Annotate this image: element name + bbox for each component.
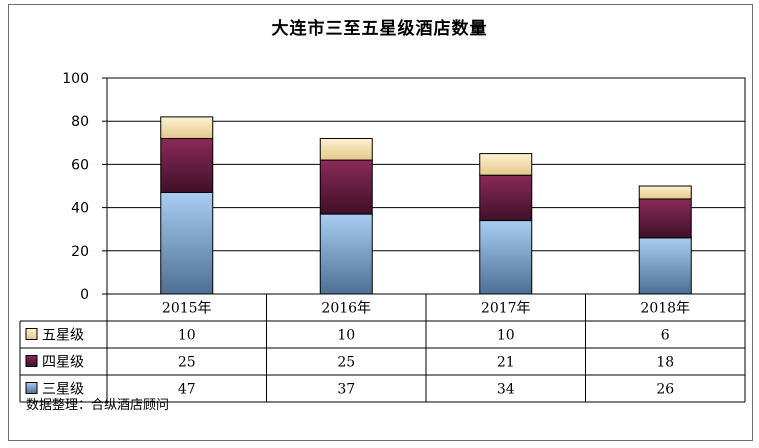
table-value: 10	[497, 328, 515, 344]
table-value: 25	[178, 355, 196, 371]
y-tick-label: 40	[71, 201, 89, 217]
y-tick-label: 60	[71, 157, 89, 173]
bar-segment	[319, 159, 373, 215]
x-category-label: 2018年	[640, 301, 690, 317]
chart-frame	[8, 4, 753, 441]
table-value: 26	[656, 382, 674, 398]
y-tick-label: 100	[62, 71, 89, 87]
table-value: 37	[337, 382, 355, 398]
bar-segment	[319, 213, 373, 295]
bar-segment	[319, 137, 373, 161]
bar-segment	[638, 185, 692, 200]
source-note: 数据整理：合纵酒店顾问	[26, 398, 170, 413]
chart-title: 大连市三至五星级酒店数量	[271, 19, 488, 39]
bar-segment	[479, 174, 533, 222]
table-value: 10	[178, 328, 196, 344]
table-value: 6	[661, 328, 670, 344]
y-tick-label: 0	[80, 287, 89, 303]
y-tick-label: 80	[71, 114, 89, 130]
bar-segment	[479, 220, 533, 295]
table-value: 18	[656, 355, 674, 371]
x-category-label: 2015年	[162, 301, 212, 317]
bar-segment	[479, 153, 533, 176]
bar-segment	[638, 237, 692, 295]
x-category-label: 2016年	[321, 301, 371, 317]
legend-label: 四星级	[42, 355, 84, 371]
x-category-label: 2017年	[481, 301, 531, 317]
legend-swatch	[25, 382, 38, 394]
table-value: 34	[497, 382, 515, 398]
legend-label: 三星级	[42, 382, 84, 398]
table-value: 47	[178, 382, 196, 398]
legend-swatch	[25, 355, 38, 367]
bar-segment	[160, 116, 214, 139]
table-value: 10	[337, 328, 355, 344]
legend-label: 五星级	[42, 328, 84, 344]
table-value: 21	[497, 355, 515, 371]
y-tick-label: 20	[71, 244, 89, 260]
bar-segment	[160, 137, 214, 193]
bar-segment	[638, 198, 692, 239]
bar-segment	[160, 191, 214, 295]
legend-swatch	[25, 328, 38, 340]
table-value: 25	[337, 355, 355, 371]
